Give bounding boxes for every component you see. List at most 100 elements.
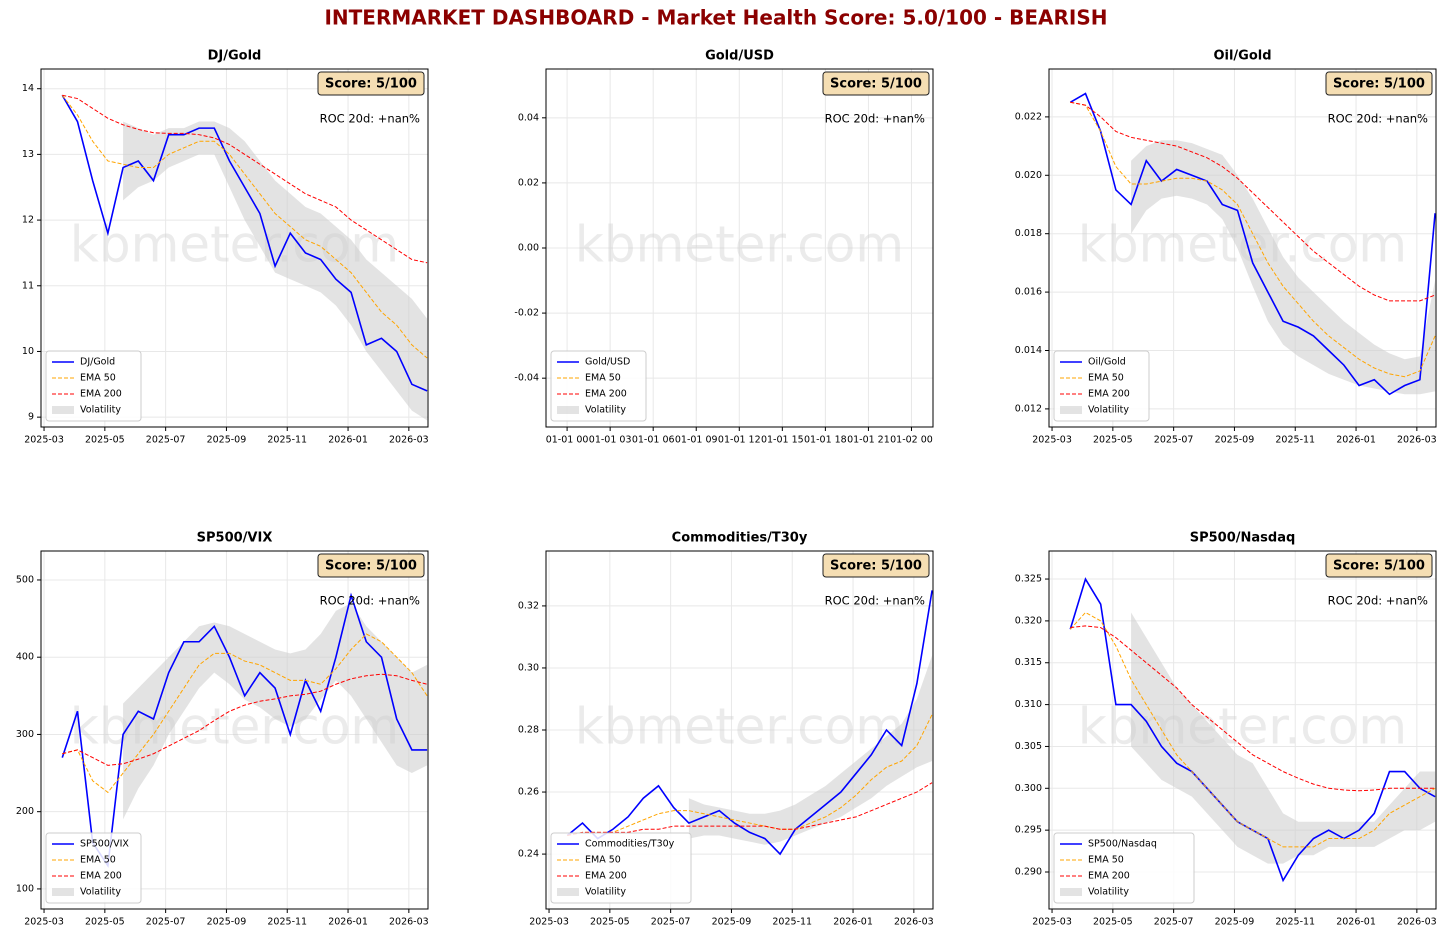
series-line	[567, 714, 933, 836]
chart-title: DJ/Gold	[208, 49, 262, 64]
x-tick-label: 2025-05	[85, 435, 125, 446]
x-tick-label: 2025-03	[24, 917, 64, 928]
x-tick-label: 2026-03	[1397, 917, 1437, 928]
x-tick-label: 2025-07	[1154, 435, 1194, 446]
y-tick-label: 0.04	[518, 112, 539, 123]
y-tick-label: 0.018	[1015, 228, 1042, 239]
legend-label: EMA 50	[80, 373, 116, 384]
chart-title: SP500/Nasdaq	[1190, 531, 1296, 546]
x-tick-label: 2025-03	[1032, 435, 1072, 446]
series-line	[61, 94, 428, 359]
x-tick-label: 2025-09	[712, 917, 752, 928]
x-tick-label: 2026-03	[389, 435, 429, 446]
legend-label: Volatility	[80, 405, 121, 416]
y-tick-label: -0.04	[514, 373, 539, 384]
legend-swatch	[52, 406, 74, 414]
y-tick-label: 0.30	[518, 662, 539, 673]
x-tick-label: 2025-05	[1093, 917, 1133, 928]
score-box	[1325, 71, 1433, 96]
y-tick-label: 11	[22, 280, 34, 291]
x-tick-label: 2025-03	[1032, 917, 1072, 928]
x-tick-label: 01-01 15	[761, 435, 804, 446]
legend-label: EMA 200	[1088, 389, 1130, 400]
score-label: Score: 5/100	[325, 559, 417, 574]
x-tick-label: 2026-01	[328, 917, 368, 928]
x-tick-label: 01-01 06	[632, 435, 675, 446]
series-line	[62, 673, 428, 766]
watermark: kbmeter.com	[70, 698, 399, 756]
series-line	[1070, 101, 1436, 302]
x-tick-label: 2026-01	[1336, 917, 1376, 928]
axes-frame	[1048, 68, 1437, 428]
y-tick-label: 0.305	[1015, 741, 1042, 752]
legend-swatch	[1060, 888, 1082, 896]
x-tick-label: 2025-11	[772, 917, 812, 928]
chart-title: Commodities/T30y	[672, 531, 808, 546]
score-box	[317, 553, 425, 578]
roc-annotation: ROC 20d: +nan%	[825, 594, 925, 608]
volatility-band	[123, 603, 428, 820]
roc-annotation: ROC 20d: +nan%	[1328, 594, 1428, 608]
y-tick-label: 13	[22, 149, 34, 160]
x-tick-label: 2025-05	[85, 917, 125, 928]
legend-label: Commodities/T30y	[585, 839, 675, 850]
legend-label: Volatility	[585, 405, 626, 416]
legend-label: Volatility	[80, 887, 121, 898]
x-tick-label: 2026-01	[328, 435, 368, 446]
legend-swatch	[557, 888, 579, 896]
y-tick-label: 0.300	[1015, 783, 1042, 794]
legend-box	[550, 350, 647, 422]
y-tick-label: 0.320	[1015, 615, 1042, 626]
x-tick-label: 01-02 00	[890, 435, 933, 446]
x-tick-label: 2026-03	[1397, 435, 1437, 446]
score-label: Score: 5/100	[830, 77, 922, 92]
y-tick-label: 14	[22, 83, 34, 94]
x-tick-label: 2025-03	[529, 917, 569, 928]
y-tick-label: -0.02	[514, 308, 539, 319]
score-label: Score: 5/100	[830, 559, 922, 574]
x-tick-label: 2025-07	[1154, 917, 1194, 928]
x-tick-label: 2025-11	[1275, 917, 1315, 928]
x-tick-label: 2025-09	[1215, 917, 1255, 928]
volatility-band	[1131, 612, 1436, 864]
x-tick-label: 2025-09	[207, 917, 247, 928]
roc-annotation: ROC 20d: +nan%	[825, 112, 925, 126]
dashboard-title: INTERMARKET DASHBOARD - Market Health Sc…	[324, 6, 1107, 30]
series-line	[62, 94, 428, 264]
roc-annotation: ROC 20d: +nan%	[320, 594, 420, 608]
legend-box	[45, 832, 142, 904]
series-line	[566, 590, 933, 856]
chart-title: Oil/Gold	[1213, 49, 1271, 64]
y-tick-label: 10	[22, 346, 34, 357]
legend-box	[1053, 350, 1150, 422]
axes-frame	[545, 68, 934, 428]
y-tick-label: 200	[16, 806, 34, 817]
legend-label: Oil/Gold	[1088, 357, 1126, 368]
x-tick-label: 2026-03	[894, 917, 934, 928]
x-tick-label: 2026-03	[389, 917, 429, 928]
series-line	[61, 94, 428, 392]
volatility-band	[1131, 140, 1436, 395]
score-label: Score: 5/100	[325, 77, 417, 92]
series-line	[1070, 101, 1436, 378]
legend-swatch	[557, 406, 579, 414]
y-tick-label: 500	[16, 574, 34, 585]
watermark: kbmeter.com	[575, 216, 904, 274]
x-tick-label: 01-01 00	[546, 435, 589, 446]
y-tick-label: 0.32	[518, 600, 539, 611]
legend-label: Volatility	[1088, 405, 1129, 416]
axes-frame	[40, 550, 429, 910]
y-tick-label: 300	[16, 729, 34, 740]
score-label: Score: 5/100	[1333, 77, 1425, 92]
y-tick-label: 0.02	[518, 177, 539, 188]
series-line	[1070, 625, 1436, 792]
y-tick-label: 9	[28, 412, 34, 423]
legend-box	[45, 350, 142, 422]
legend-label: Volatility	[585, 887, 626, 898]
chart-title: Gold/USD	[705, 49, 774, 64]
x-tick-label: 2026-01	[1336, 435, 1376, 446]
y-tick-label: 0.310	[1015, 699, 1042, 710]
x-tick-label: 2025-11	[1275, 435, 1315, 446]
